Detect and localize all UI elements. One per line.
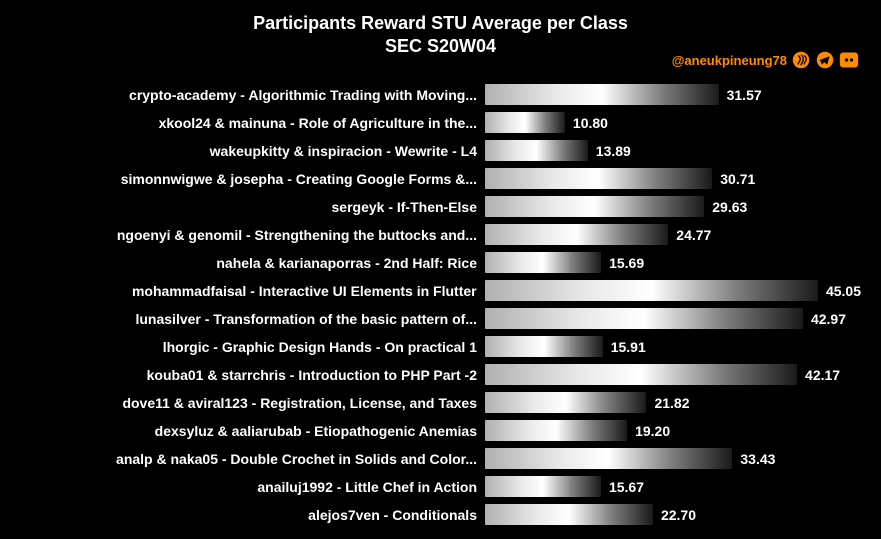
row-value: 15.69 bbox=[609, 255, 644, 271]
row-label: nahela & karianaporras - 2nd Half: Rice bbox=[20, 255, 485, 271]
row-label: wakeupkitty & inspiracion - Wewrite - L4 bbox=[20, 143, 485, 159]
bar-area: 30.71 bbox=[485, 168, 861, 189]
chart-row: kouba01 & starrchris - Introduction to P… bbox=[20, 361, 861, 389]
bar-area: 15.67 bbox=[485, 476, 861, 497]
row-label: kouba01 & starrchris - Introduction to P… bbox=[20, 367, 485, 383]
bar bbox=[485, 336, 603, 357]
bar-area: 24.77 bbox=[485, 224, 861, 245]
row-label: anailuj1992 - Little Chef in Action bbox=[20, 479, 485, 495]
bar bbox=[485, 504, 653, 525]
chart-row: simonnwigwe & josepha - Creating Google … bbox=[20, 165, 861, 193]
bar bbox=[485, 224, 668, 245]
chart-body: crypto-academy - Algorithmic Trading wit… bbox=[20, 81, 861, 529]
chart-row: nahela & karianaporras - 2nd Half: Rice 1… bbox=[20, 249, 861, 277]
bar-area: 42.17 bbox=[485, 364, 861, 385]
row-label: dexsyluz & aaliarubab - Etiopathogenic A… bbox=[20, 423, 485, 439]
row-label: analp & naka05 - Double Crochet in Solid… bbox=[20, 451, 485, 467]
row-label: xkool24 & mainuna - Role of Agriculture … bbox=[20, 115, 485, 131]
row-value: 15.67 bbox=[609, 479, 644, 495]
bar-area: 13.89 bbox=[485, 140, 861, 161]
bar bbox=[485, 364, 797, 385]
row-label: ngoenyi & genomil - Strengthening the bu… bbox=[20, 227, 485, 243]
chart-row: crypto-academy - Algorithmic Trading wit… bbox=[20, 81, 861, 109]
chart-row: dove11 & aviral123 - Registration, Licen… bbox=[20, 389, 861, 417]
row-value: 19.20 bbox=[635, 423, 670, 439]
row-value: 31.57 bbox=[727, 87, 762, 103]
row-label: crypto-academy - Algorithmic Trading wit… bbox=[20, 87, 485, 103]
bar-area: 19.20 bbox=[485, 420, 861, 441]
row-label: lunasilver - Transformation of the basic… bbox=[20, 311, 485, 327]
bar-area: 29.63 bbox=[485, 196, 861, 217]
row-label: simonnwigwe & josepha - Creating Google … bbox=[20, 171, 485, 187]
row-value: 30.71 bbox=[720, 171, 755, 187]
row-value: 42.17 bbox=[805, 367, 840, 383]
bar-area: 42.97 bbox=[485, 308, 861, 329]
bar-area: 22.70 bbox=[485, 504, 861, 525]
chart-row: analp & naka05 - Double Crochet in Solid… bbox=[20, 445, 861, 473]
chart-row: lhorgic - Graphic Design Hands - On prac… bbox=[20, 333, 861, 361]
attribution: @aneukpineung78 bbox=[672, 50, 859, 70]
bar bbox=[485, 420, 627, 441]
bar bbox=[485, 476, 601, 497]
chart-row: dexsyluz & aaliarubab - Etiopathogenic A… bbox=[20, 417, 861, 445]
chart-row: xkool24 & mainuna - Role of Agriculture … bbox=[20, 109, 861, 137]
row-label: mohammadfaisal - Interactive UI Elements… bbox=[20, 283, 485, 299]
bar bbox=[485, 168, 712, 189]
bar-area: 45.05 bbox=[485, 280, 861, 301]
chart-row: sergeyk - If-Then-Else 29.63 bbox=[20, 193, 861, 221]
bar-area: 10.80 bbox=[485, 112, 861, 133]
steemit-icon bbox=[791, 50, 811, 70]
attribution-handle: @aneukpineung78 bbox=[672, 53, 787, 68]
title-line1: Participants Reward STU Average per Clas… bbox=[20, 12, 861, 35]
bar-area: 33.43 bbox=[485, 448, 861, 469]
row-label: alejos7ven - Conditionals bbox=[20, 507, 485, 523]
row-label: sergeyk - If-Then-Else bbox=[20, 199, 485, 215]
chart-row: lunasilver - Transformation of the basic… bbox=[20, 305, 861, 333]
row-value: 22.70 bbox=[661, 507, 696, 523]
bar bbox=[485, 196, 704, 217]
bar-area: 15.91 bbox=[485, 336, 861, 357]
chart-row: mohammadfaisal - Interactive UI Elements… bbox=[20, 277, 861, 305]
bar-area: 21.82 bbox=[485, 392, 861, 413]
bar-area: 15.69 bbox=[485, 252, 861, 273]
bar-area: 31.57 bbox=[485, 84, 861, 105]
row-value: 29.63 bbox=[712, 199, 747, 215]
row-value: 10.80 bbox=[573, 115, 608, 131]
row-value: 24.77 bbox=[676, 227, 711, 243]
row-value: 42.97 bbox=[811, 311, 846, 327]
chart-row: alejos7ven - Conditionals 22.70 bbox=[20, 501, 861, 529]
row-label: lhorgic - Graphic Design Hands - On prac… bbox=[20, 339, 485, 355]
bar bbox=[485, 140, 588, 161]
row-value: 13.89 bbox=[596, 143, 631, 159]
bar bbox=[485, 392, 646, 413]
row-value: 45.05 bbox=[826, 283, 861, 299]
row-label: dove11 & aviral123 - Registration, Licen… bbox=[20, 395, 485, 411]
bar bbox=[485, 84, 719, 105]
bar bbox=[485, 448, 732, 469]
row-value: 33.43 bbox=[740, 451, 775, 467]
chart-row: wakeupkitty & inspiracion - Wewrite - L4… bbox=[20, 137, 861, 165]
row-value: 21.82 bbox=[654, 395, 689, 411]
bar bbox=[485, 280, 818, 301]
chart-row: anailuj1992 - Little Chef in Action 15.67 bbox=[20, 473, 861, 501]
discord-icon bbox=[839, 50, 859, 70]
chart-row: ngoenyi & genomil - Strengthening the bu… bbox=[20, 221, 861, 249]
telegram-icon bbox=[815, 50, 835, 70]
bar bbox=[485, 112, 565, 133]
row-value: 15.91 bbox=[611, 339, 646, 355]
bar bbox=[485, 252, 601, 273]
chart-container: Participants Reward STU Average per Clas… bbox=[0, 0, 881, 539]
bar bbox=[485, 308, 803, 329]
